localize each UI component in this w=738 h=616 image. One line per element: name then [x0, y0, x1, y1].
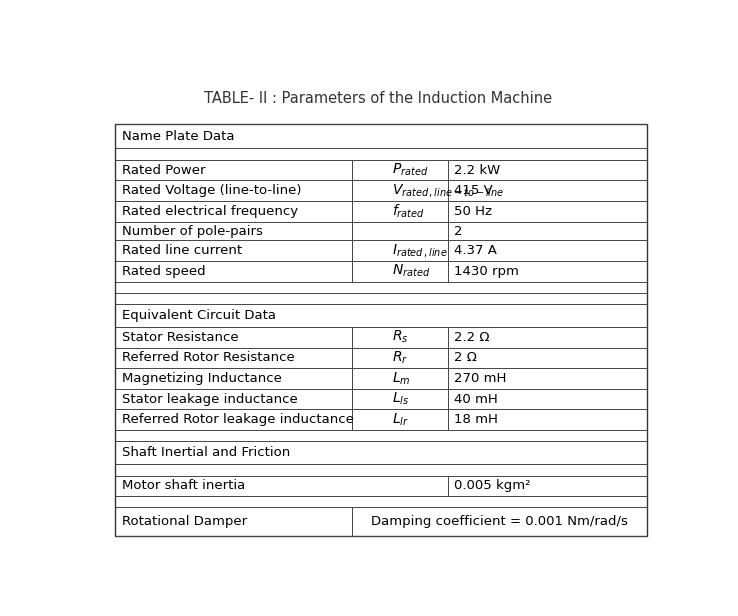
Text: Rated speed: Rated speed — [122, 265, 206, 278]
Text: 2 Ω: 2 Ω — [455, 351, 477, 365]
Text: 2.2 Ω: 2.2 Ω — [455, 331, 490, 344]
Text: 2: 2 — [455, 224, 463, 238]
Text: $R_{s}$: $R_{s}$ — [392, 329, 409, 346]
Text: 2.2 kW: 2.2 kW — [455, 164, 500, 177]
Text: Motor shaft inertia: Motor shaft inertia — [122, 479, 245, 492]
Text: Shaft Inertial and Friction: Shaft Inertial and Friction — [122, 447, 290, 460]
Text: $f_{rated}$: $f_{rated}$ — [392, 203, 425, 220]
Text: Stator Resistance: Stator Resistance — [122, 331, 238, 344]
Text: Referred Rotor leakage inductance: Referred Rotor leakage inductance — [122, 413, 354, 426]
Text: Rated Voltage (line-to-line): Rated Voltage (line-to-line) — [122, 184, 302, 197]
Text: Number of pole-pairs: Number of pole-pairs — [122, 224, 263, 238]
Bar — [115, 124, 647, 537]
Text: Rated Power: Rated Power — [122, 164, 205, 177]
Text: $N_{rated}$: $N_{rated}$ — [392, 263, 430, 280]
Text: 18 mH: 18 mH — [455, 413, 498, 426]
Text: 415 V: 415 V — [455, 184, 493, 197]
Text: 50 Hz: 50 Hz — [455, 205, 492, 218]
Text: 0.005 kgm²: 0.005 kgm² — [455, 479, 531, 492]
Text: $I_{rated\,,line}$: $I_{rated\,,line}$ — [392, 242, 448, 259]
Text: 40 mH: 40 mH — [455, 392, 498, 406]
Text: Magnetizing Inductance: Magnetizing Inductance — [122, 372, 282, 385]
Text: Referred Rotor Resistance: Referred Rotor Resistance — [122, 351, 294, 365]
Text: Damping coefficient = 0.001 Nm/rad/s: Damping coefficient = 0.001 Nm/rad/s — [371, 516, 628, 529]
Text: $P_{rated}$: $P_{rated}$ — [392, 162, 428, 179]
Text: 270 mH: 270 mH — [455, 372, 507, 385]
Text: $R_{r}$: $R_{r}$ — [392, 350, 408, 366]
Text: Rotational Damper: Rotational Damper — [122, 516, 247, 529]
Text: 4.37 A: 4.37 A — [455, 244, 497, 257]
Text: Name Plate Data: Name Plate Data — [122, 129, 235, 142]
Text: $L_{ls}$: $L_{ls}$ — [392, 391, 410, 407]
Text: $L_{lr}$: $L_{lr}$ — [392, 411, 409, 428]
Text: $L_{m}$: $L_{m}$ — [392, 370, 410, 387]
Text: Equivalent Circuit Data: Equivalent Circuit Data — [122, 309, 276, 322]
Text: Rated line current: Rated line current — [122, 244, 242, 257]
Text: $V_{rated\,,line-to-line}$: $V_{rated\,,line-to-line}$ — [392, 182, 504, 200]
Text: 1430 rpm: 1430 rpm — [455, 265, 520, 278]
Text: Rated electrical frequency: Rated electrical frequency — [122, 205, 298, 218]
Text: TABLE- II : Parameters of the Induction Machine: TABLE- II : Parameters of the Induction … — [204, 91, 552, 105]
Text: Stator leakage inductance: Stator leakage inductance — [122, 392, 297, 406]
